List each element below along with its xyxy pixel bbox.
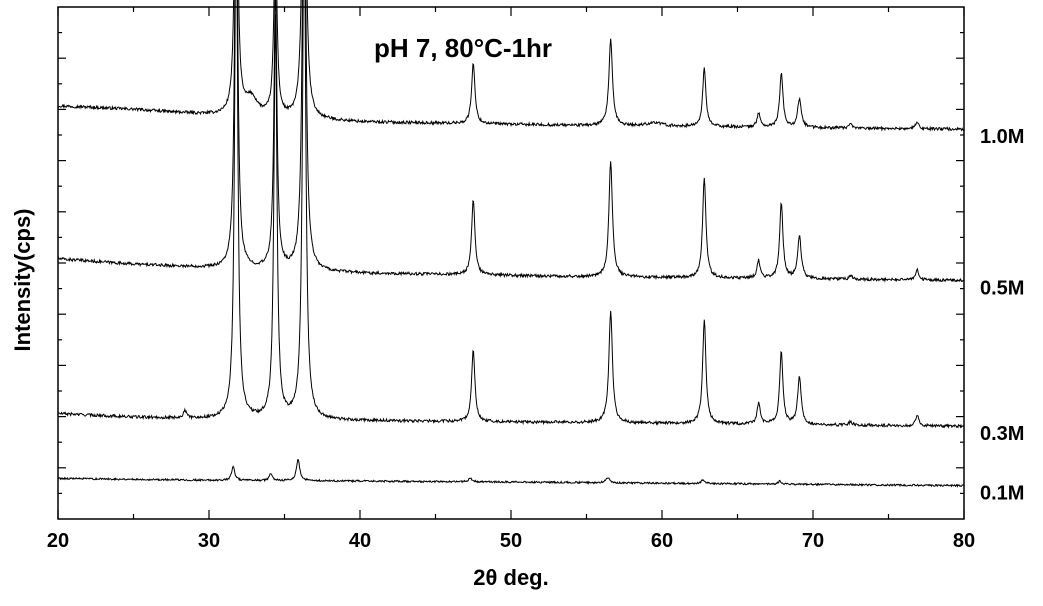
x-axis-label: 2θ deg.: [473, 565, 548, 590]
series-label-0-1m: 0.1M: [980, 483, 1024, 505]
chart-title: pH 7, 80°C-1hr: [374, 33, 552, 63]
y-axis-label: Intensity(cps): [10, 208, 35, 351]
series-label-0-5m: 0.5M: [980, 277, 1024, 299]
series-line-0-1m: [57, 459, 965, 488]
series-layer: [57, 0, 965, 488]
x-tick-label-50: 50: [500, 530, 522, 552]
series-line-0-3m: [57, 0, 965, 430]
series-label-1-0m: 1.0M: [980, 126, 1024, 148]
x-tick-label-20: 20: [47, 530, 69, 552]
ticks-layer: 20 30 40 50 60 70 80: [47, 7, 975, 552]
series-labels: 1.0M 0.5M 0.3M 0.1M: [980, 126, 1024, 504]
series-line-1-0m: [57, 0, 965, 132]
x-tick-label-40: 40: [349, 530, 371, 552]
plot-area-frame: [57, 6, 965, 520]
series-line-0-5m: [57, 0, 965, 283]
x-tick-label-30: 30: [198, 530, 220, 552]
x-tick-label-60: 60: [651, 530, 673, 552]
x-tick-label-70: 70: [802, 530, 824, 552]
series-label-0-3m: 0.3M: [980, 423, 1024, 445]
x-tick-label-80: 80: [953, 530, 975, 552]
